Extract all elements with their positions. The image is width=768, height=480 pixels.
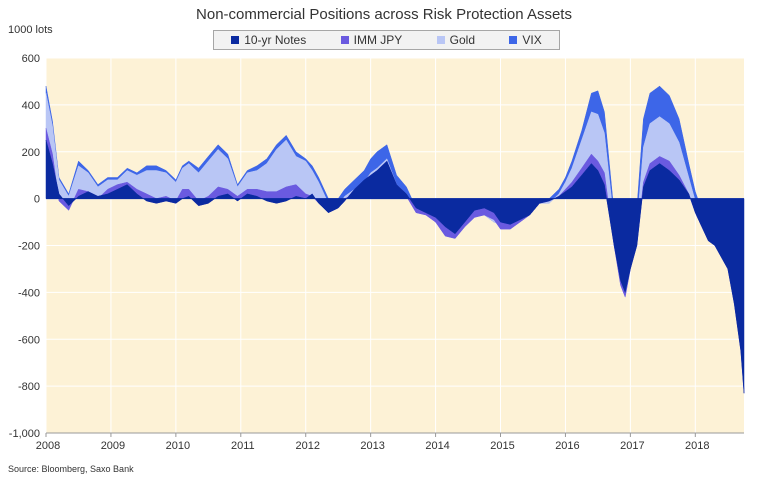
y-tick-label-4: -200 xyxy=(18,241,40,253)
x-tick-label-4: 2012 xyxy=(295,440,319,452)
legend-label-gold: Gold xyxy=(449,33,476,47)
x-tick-label-10: 2018 xyxy=(685,440,709,452)
y-axis-unit-label: 1000 lots xyxy=(8,24,53,36)
x-tick-label-1: 2009 xyxy=(101,440,125,452)
y-tick-label-1: 400 xyxy=(22,100,40,112)
x-tick-label-0: 2008 xyxy=(36,440,60,452)
y-tick-label-0: 600 xyxy=(22,53,40,65)
legend-item-10yr-notes: 10-yr Notes xyxy=(231,33,306,47)
legend-label-10yr-notes: 10-yr Notes xyxy=(244,33,307,47)
y-tick-label-5: -400 xyxy=(18,287,40,299)
legend-item-vix: VIX xyxy=(509,33,542,47)
legend-swatch-10yr-notes xyxy=(231,36,240,44)
legend: 10-yr Notes IMM JPY Gold VIX xyxy=(213,30,560,50)
legend-swatch-vix xyxy=(509,36,518,44)
source-note: Source: Bloomberg, Saxo Bank xyxy=(8,464,134,474)
chart-title: Non-commercial Positions across Risk Pro… xyxy=(196,6,572,23)
x-tick-label-7: 2015 xyxy=(490,440,514,452)
y-tick-label-2: 200 xyxy=(22,147,40,159)
x-tick-label-9: 2017 xyxy=(620,440,644,452)
x-tick-label-6: 2014 xyxy=(425,440,449,452)
y-tick-label-8: -1,000 xyxy=(9,428,40,440)
legend-item-gold: Gold xyxy=(436,33,476,47)
legend-swatch-imm-jpy xyxy=(340,36,349,44)
y-tick-label-3: 0 xyxy=(34,194,40,206)
legend-item-imm-jpy: IMM JPY xyxy=(340,33,403,47)
x-tick-label-8: 2016 xyxy=(555,440,579,452)
x-tick-label-2: 2010 xyxy=(166,440,190,452)
x-tick-label-3: 2011 xyxy=(231,440,255,452)
legend-swatch-gold xyxy=(436,36,445,44)
legend-label-imm-jpy: IMM JPY xyxy=(353,33,403,47)
x-tick-label-5: 2013 xyxy=(360,440,384,452)
y-tick-label-6: -600 xyxy=(18,334,40,346)
y-tick-label-7: -800 xyxy=(18,381,40,393)
legend-label-vix: VIX xyxy=(522,33,542,47)
